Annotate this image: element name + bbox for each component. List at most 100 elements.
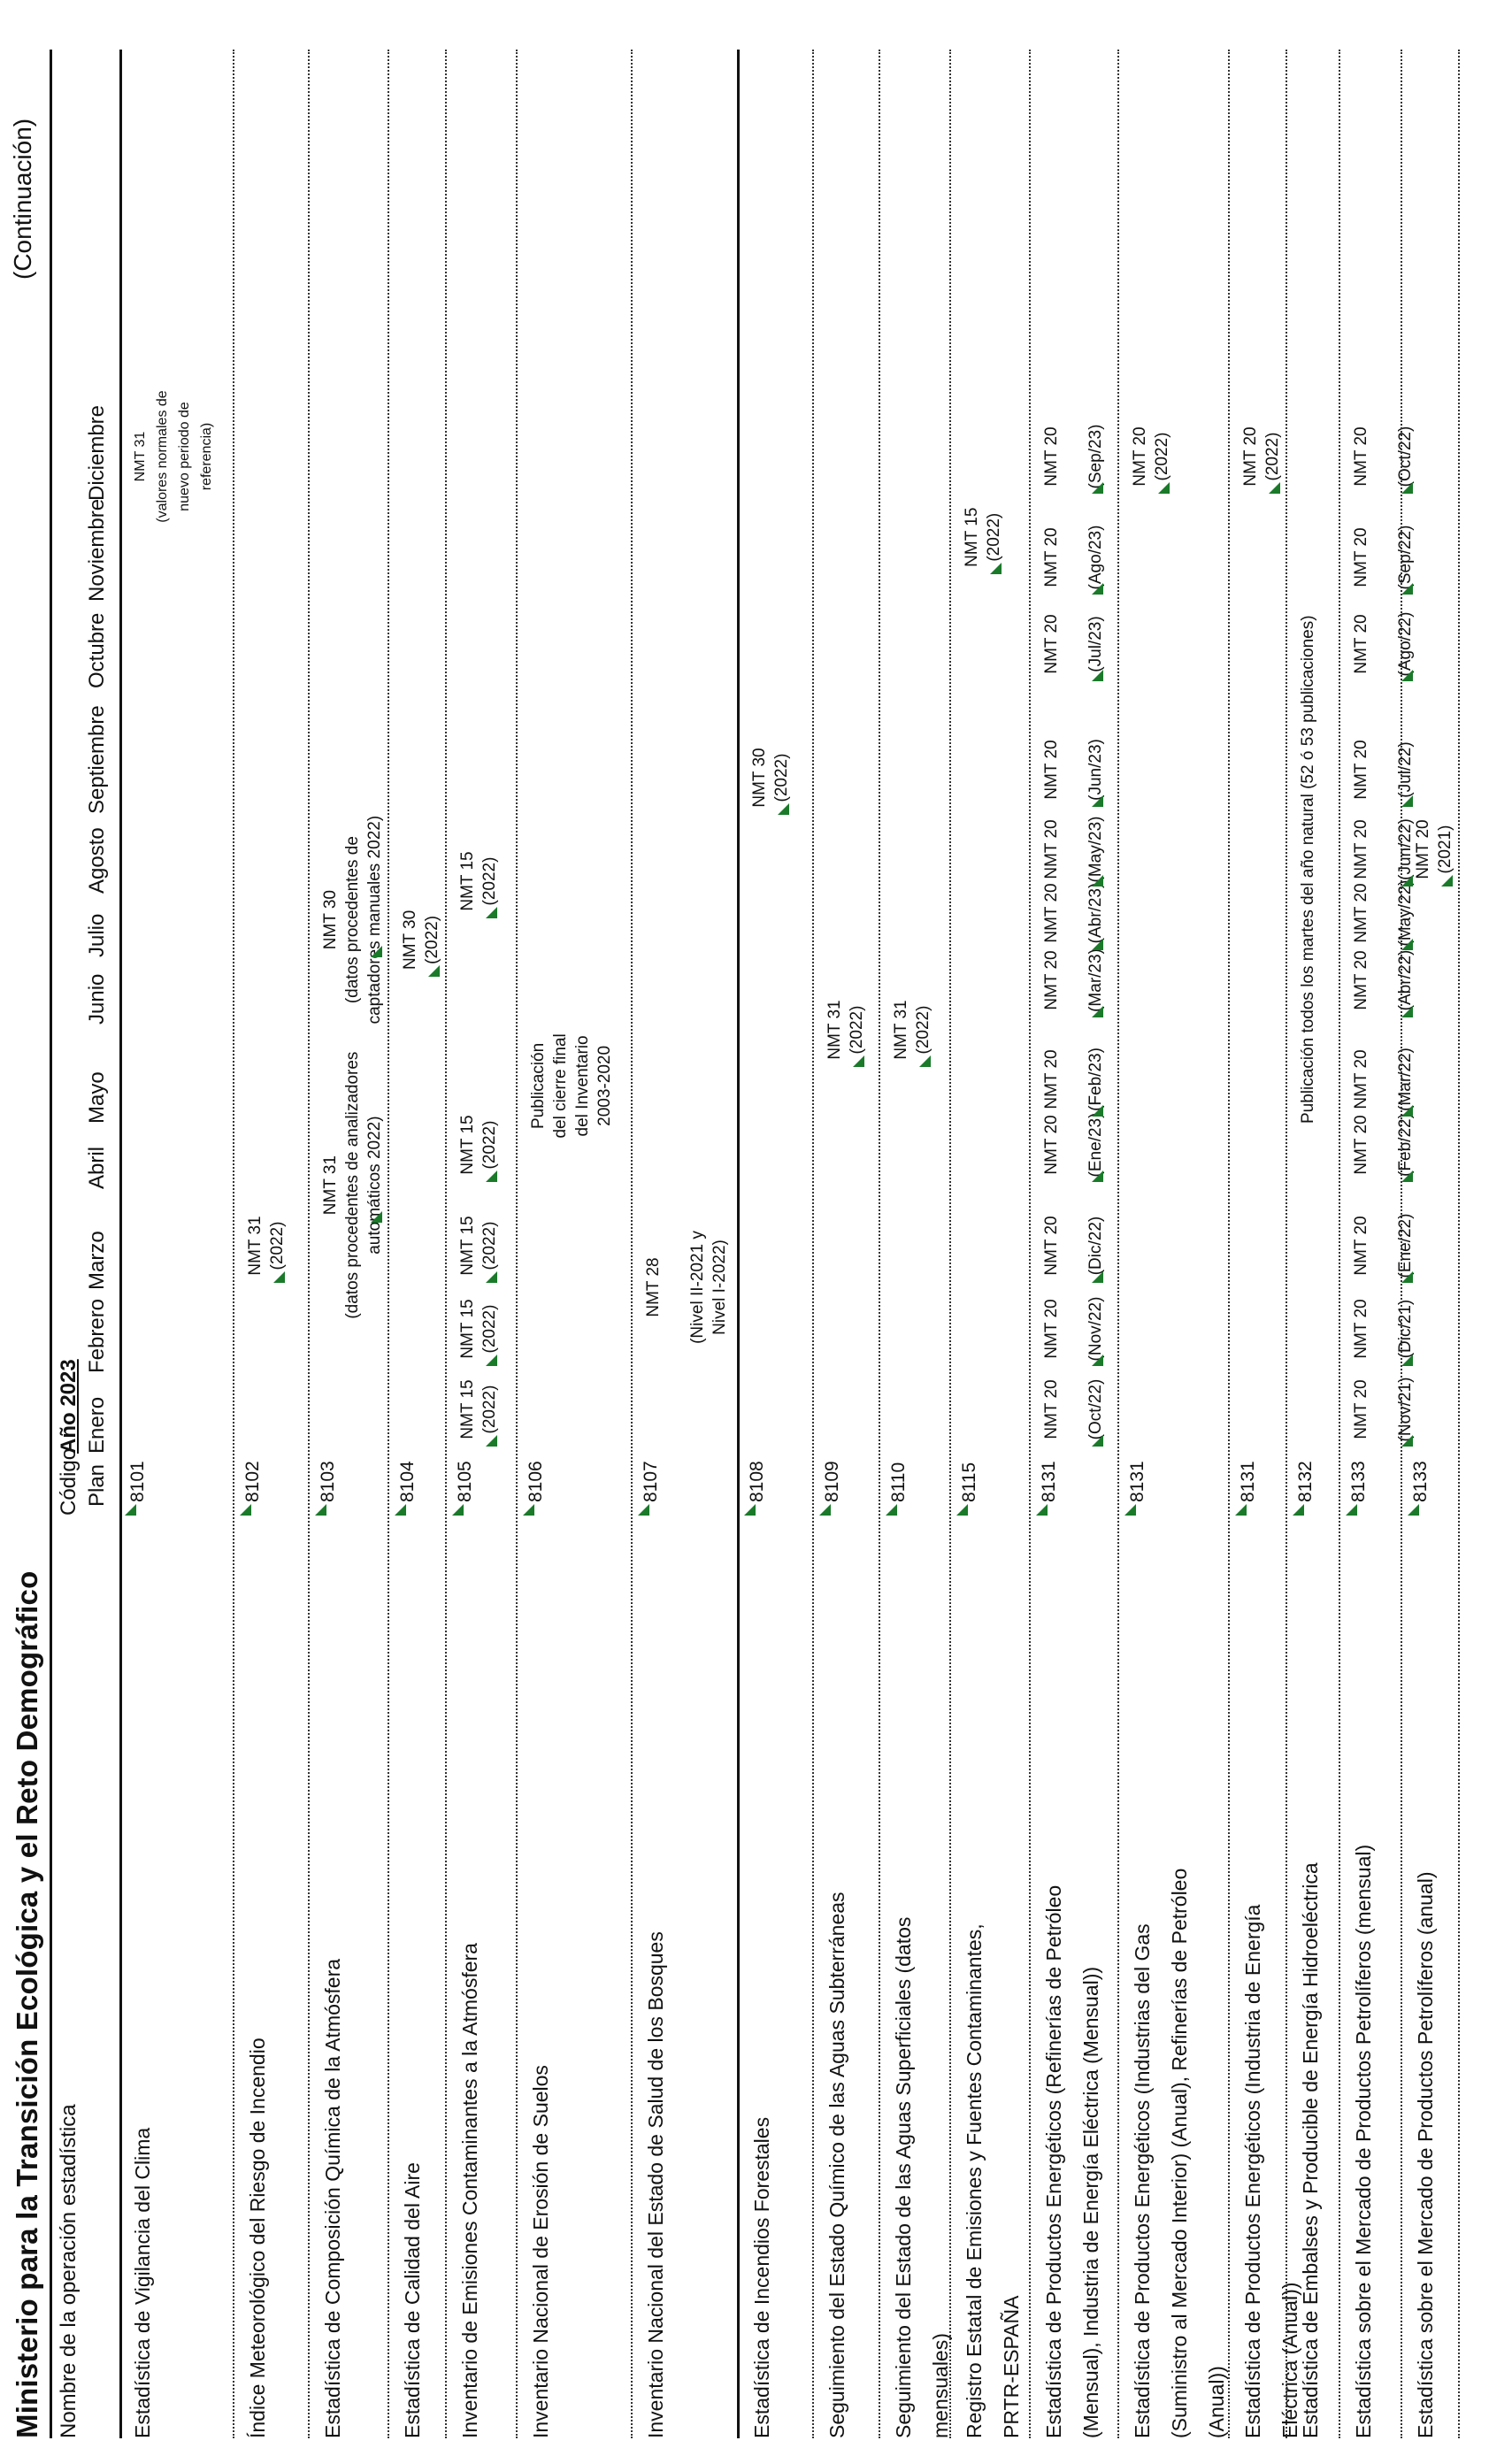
month-header-11: Diciembre <box>85 404 109 501</box>
operation-name: Estadística de Composición Química de la… <box>321 1958 344 2438</box>
plan-marker-icon <box>886 1504 897 1516</box>
schedule-cell-line: nuevo periodo de <box>177 402 192 511</box>
operation-code: 8106 <box>526 1461 546 1502</box>
operation-code: 8109 <box>822 1461 842 1502</box>
release-marker-icon <box>1269 482 1280 494</box>
operation-name: Registro Estatal de Emisiones y Fuentes … <box>963 1923 986 2438</box>
schedule-cell-line: Nivel I-2022) <box>710 1240 729 1335</box>
operation-name: Seguimiento del Estado de las Aguas Supe… <box>892 1916 915 2438</box>
row-separator <box>233 50 234 2438</box>
schedule-cell-line: (2022) <box>268 1221 287 1270</box>
month-header-7: Agosto <box>85 827 109 894</box>
schedule-cell-line: (2022) <box>1153 432 1171 481</box>
schedule-cell-line: Publicación <box>529 1042 548 1129</box>
operation-name: Inventario Nacional de Erosión de Suelos <box>529 2065 552 2438</box>
release-marker-icon <box>371 1210 382 1223</box>
plan-marker-icon <box>1293 1504 1304 1516</box>
schedule-cell: NMT 31 (2022) <box>824 853 868 1207</box>
schedule-cell-line: 2003-2020 <box>595 1045 614 1126</box>
schedule-cell-line: NMT 31 <box>133 431 148 482</box>
row-separator <box>445 50 447 2438</box>
continuation-label: (Continuación) <box>9 118 36 280</box>
month-header-1: Febrero <box>85 1298 109 1373</box>
schedule-cell-line: (datos procedentes de <box>343 836 362 1004</box>
row-separator <box>812 50 814 2438</box>
schedule-cell-line: (2021) <box>1436 825 1454 874</box>
operation-name: Estadística de Incendios Forestales <box>750 2116 773 2438</box>
operation-name: Estadística de Embalses y Producible de … <box>1299 1862 1322 2438</box>
schedule-cell-line <box>1372 280 1394 633</box>
operation-code: 8110 <box>888 1462 909 1502</box>
row-separator <box>388 50 389 2438</box>
schedule-cell-line: del cierre final <box>551 1033 570 1139</box>
release-marker-icon <box>1441 875 1453 886</box>
schedule-cell-line: (valores normales de <box>155 390 170 523</box>
schedule-cell: NMT 20 (2022) <box>1240 280 1284 633</box>
schedule-cell: NMT 20 (2022) <box>1129 280 1173 633</box>
operation-code: 8101 <box>127 1461 148 1502</box>
schedule-cell-line: NMT 31 <box>825 1000 844 1060</box>
schedule-cell: NMT 20 (2021) <box>1412 672 1456 1026</box>
schedule-cell-line: NMT 20 <box>1352 426 1370 487</box>
row-separator <box>308 50 310 2438</box>
schedule-cell-line: NMT 31 <box>892 1000 910 1060</box>
schedule-cell-line: (Sep/23) <box>1086 424 1105 489</box>
plan-marker-icon <box>315 1504 326 1516</box>
release-marker-icon <box>428 965 440 978</box>
month-header-8: Septiembre <box>85 705 109 814</box>
schedule-cell-line: captadores manuales 2022) <box>365 815 384 1025</box>
release-marker-icon <box>371 945 382 957</box>
schedule-cell-line: NMT 30 <box>401 909 419 971</box>
month-header-3: Abril <box>85 1146 109 1189</box>
release-marker-icon <box>919 1055 931 1067</box>
column-header-name: Nombre de la operación estadística <box>57 2104 81 2438</box>
schedule-cell-line: NMT 28 <box>644 1257 663 1317</box>
row-separator <box>1029 50 1031 2438</box>
operation-code: 8103 <box>318 1461 338 1502</box>
row-separator <box>1339 50 1340 2438</box>
header-top-rule <box>50 50 52 2438</box>
operation-name: Inventario Nacional del Estado de Salud … <box>644 1931 667 2438</box>
operation-name: Estadística de Productos Energéticos (Re… <box>1042 1884 1065 2438</box>
release-marker-icon <box>1092 482 1103 494</box>
schedule-cell-line: Publicación todos los martes del año nat… <box>1299 615 1317 1124</box>
schedule-cell-line: (Oct/22) <box>1396 426 1415 487</box>
row-separator <box>949 50 951 2438</box>
plan-marker-icon <box>638 1504 649 1516</box>
operation-name: mensuales) <box>929 2333 952 2438</box>
release-marker-icon <box>486 1170 497 1182</box>
operation-name: Estadística de Productos Energéticos (In… <box>1241 1904 1264 2438</box>
plan-marker-icon <box>1408 1504 1419 1516</box>
plan-marker-icon <box>1124 1504 1136 1516</box>
month-header-5: Junio <box>85 973 109 1025</box>
schedule-cell: NMT 30 (2022) <box>748 601 793 955</box>
plan-marker-icon <box>819 1504 831 1516</box>
row-separator <box>879 50 880 2438</box>
schedule-cell-line: (2022) <box>772 753 791 802</box>
schedule-cell: NMT 28 (Nivel II-2021 y Nivel I-2022) <box>642 1110 731 1464</box>
plan-marker-icon <box>744 1504 756 1516</box>
operation-name: Estadística de Vigilancia del Clima <box>131 2127 154 2438</box>
header-bottom-rule <box>119 50 122 2438</box>
month-header-4: Mayo <box>85 1071 109 1124</box>
release-marker-icon <box>1158 482 1170 494</box>
schedule-cell-line: NMT 20 <box>1131 426 1149 487</box>
schedule-cell: NMT 15 (2022) <box>961 360 1005 714</box>
release-marker-icon <box>853 1055 864 1067</box>
operation-name: (Suministro al Mercado Interior) (Anual)… <box>1168 1868 1191 2438</box>
operation-name: Índice Meteorológico del Riesgo de Incen… <box>246 2038 269 2438</box>
row-separator <box>737 50 740 2438</box>
operation-code: 8131 <box>1238 1461 1258 1502</box>
schedule-cell: Publicación del cierre final del Inventari… <box>527 909 616 1263</box>
schedule-cell-line: (2022) <box>1263 432 1282 481</box>
schedule-cell: NMT 20 (Oct/22) <box>1350 280 1416 633</box>
plan-marker-icon <box>395 1504 406 1516</box>
month-header-10: Noviembre <box>85 498 109 602</box>
month-header-6: Julio <box>85 913 109 957</box>
release-marker-icon <box>1401 482 1413 494</box>
schedule-cell: NMT 30 (2022) <box>399 763 443 1117</box>
row-separator <box>1117 50 1119 2438</box>
schedule-cell: NMT 30 (datos procedentes de captadores ma… <box>319 743 386 1097</box>
column-header-plan: Plan <box>85 1463 109 1507</box>
